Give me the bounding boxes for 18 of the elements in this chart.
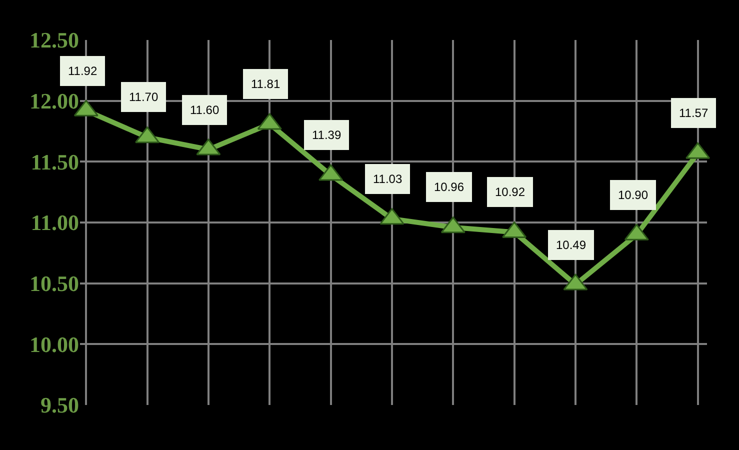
y-tick-label: 10.50	[30, 271, 79, 296]
y-tick-label: 11.00	[30, 210, 79, 236]
data-label: 10.96	[434, 180, 464, 194]
data-label: 10.90	[618, 188, 648, 202]
data-label: 11.60	[190, 103, 220, 117]
data-label: 11.92	[68, 64, 98, 78]
y-tick-label: 12.00	[30, 88, 79, 114]
data-label: 10.92	[495, 185, 526, 199]
y-tick-label: 9.50	[40, 392, 79, 418]
y-tick-label: 10.00	[30, 332, 79, 357]
data-label: 11.81	[251, 77, 280, 91]
data-label: 11.70	[129, 90, 158, 104]
data-label: 10.49	[556, 238, 586, 252]
y-tick-label: 12.50	[30, 28, 79, 53]
data-label: 11.57	[679, 106, 708, 120]
y-tick-label: 11.50	[30, 149, 79, 174]
data-label: 11.39	[312, 128, 342, 142]
data-label: 11.03	[373, 172, 402, 186]
